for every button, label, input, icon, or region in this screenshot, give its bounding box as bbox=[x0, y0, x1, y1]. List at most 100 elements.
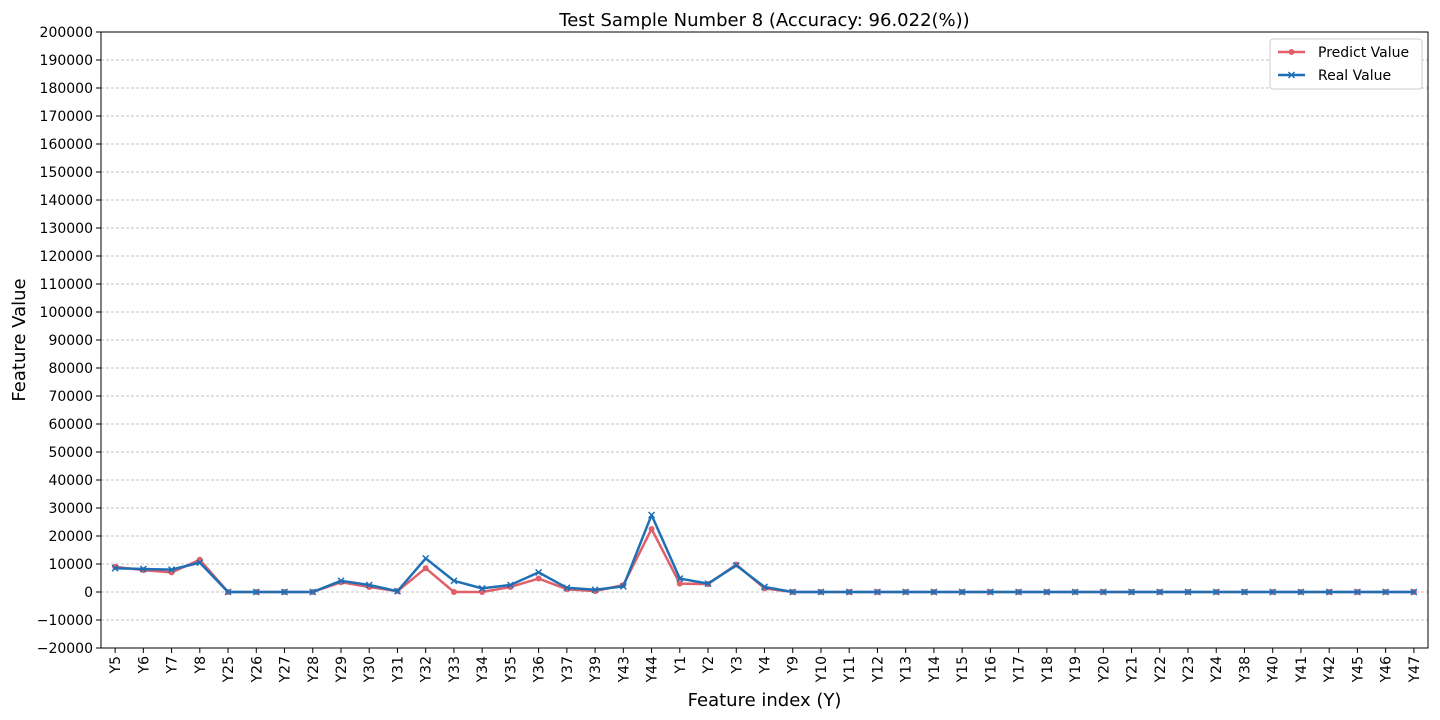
x-tick-label: Y1 bbox=[673, 656, 689, 674]
legend-predict-marker bbox=[1288, 49, 1295, 55]
legend: Predict Value Real Value bbox=[1269, 38, 1423, 90]
data-point bbox=[1269, 588, 1277, 596]
data-point bbox=[422, 565, 429, 572]
data-point bbox=[591, 586, 599, 594]
y-tick-label: 60000 bbox=[48, 417, 93, 433]
x-tick-label: Y12 bbox=[870, 656, 886, 683]
x-tick-label: Y27 bbox=[278, 656, 294, 683]
y-tick-label: 0 bbox=[84, 585, 93, 601]
x-tick-label: Y37 bbox=[560, 656, 576, 683]
data-point bbox=[619, 582, 627, 590]
data-point bbox=[902, 588, 910, 596]
x-tick-label: Y13 bbox=[899, 656, 915, 683]
x-tick-label: Y6 bbox=[136, 656, 152, 675]
x-tick-label: Y20 bbox=[1096, 656, 1112, 683]
legend-box bbox=[1269, 38, 1423, 90]
plot-frame bbox=[100, 31, 1429, 649]
data-point bbox=[168, 566, 176, 574]
data-point bbox=[535, 568, 543, 576]
data-point bbox=[676, 580, 683, 587]
x-tick-label: Y38 bbox=[1237, 656, 1253, 683]
data-point bbox=[648, 526, 655, 532]
x-tick-label: Y10 bbox=[814, 656, 830, 683]
data-point bbox=[506, 581, 514, 589]
data-point bbox=[1410, 588, 1418, 596]
data-point bbox=[1015, 588, 1023, 596]
data-point bbox=[365, 581, 373, 589]
data-point bbox=[422, 554, 430, 562]
data-point bbox=[873, 588, 881, 596]
x-tick-label: Y19 bbox=[1068, 656, 1084, 683]
x-tick-label: Y14 bbox=[927, 656, 943, 683]
x-tick-label: Y7 bbox=[165, 656, 181, 674]
data-point bbox=[1071, 588, 1079, 596]
x-tick-label: Y28 bbox=[306, 656, 322, 683]
x-tick-label: Y15 bbox=[955, 656, 971, 683]
x-tick-label: Y45 bbox=[1350, 656, 1366, 683]
data-point bbox=[986, 588, 994, 596]
data-point bbox=[196, 559, 204, 567]
y-tick-label: 170000 bbox=[40, 109, 93, 125]
data-point bbox=[958, 588, 966, 596]
data-point bbox=[280, 588, 289, 596]
data-point bbox=[535, 575, 542, 582]
x-tick-label: Y17 bbox=[1012, 656, 1028, 683]
data-point bbox=[1184, 588, 1192, 596]
x-axis-title: Feature index (Y) bbox=[688, 690, 842, 711]
series-layer bbox=[111, 511, 1418, 596]
data-point bbox=[1099, 588, 1107, 596]
data-point bbox=[393, 587, 401, 595]
data-point bbox=[1128, 588, 1136, 596]
data-point bbox=[930, 588, 938, 596]
y-axis-ticks: −20000 −10000 0 10000 20000 30000 40000 50000 60… bbox=[37, 25, 101, 657]
x-axis-ticks: Y5 Y6 Y7 Y8 Y25 Y26 Y27 Y28 Y29 Y30 Y31 Y32 Y33 Y34 Y3… bbox=[108, 648, 1423, 683]
x-tick-label: Y31 bbox=[390, 656, 406, 683]
x-tick-label: Y9 bbox=[786, 656, 802, 674]
data-point bbox=[760, 583, 769, 591]
data-point bbox=[450, 589, 457, 595]
x-tick-label: Y16 bbox=[983, 656, 999, 683]
x-tick-label: Y44 bbox=[645, 656, 661, 683]
gridlines bbox=[101, 31, 1428, 649]
y-tick-label: −20000 bbox=[37, 641, 93, 657]
y-tick-label: 30000 bbox=[48, 501, 93, 517]
data-point bbox=[1240, 588, 1249, 596]
x-tick-label: Y29 bbox=[334, 656, 350, 683]
x-tick-label: Y18 bbox=[1040, 656, 1056, 683]
x-tick-label: Y47 bbox=[1407, 656, 1423, 683]
y-tick-label: 160000 bbox=[40, 137, 93, 153]
y-tick-label: 200000 bbox=[40, 25, 93, 41]
x-tick-label: Y26 bbox=[249, 656, 265, 683]
x-tick-label: Y11 bbox=[842, 656, 858, 683]
y-tick-label: 150000 bbox=[40, 165, 93, 181]
data-point bbox=[1212, 588, 1220, 596]
data-point bbox=[817, 588, 825, 596]
legend-real-marker bbox=[1287, 71, 1296, 79]
data-point bbox=[1297, 588, 1305, 596]
legend-predict-label: Predict Value bbox=[1318, 45, 1409, 61]
data-point bbox=[704, 580, 712, 588]
x-tick-label: Y3 bbox=[729, 656, 745, 674]
x-tick-label: Y8 bbox=[193, 656, 209, 674]
data-point bbox=[789, 588, 797, 596]
data-point bbox=[478, 584, 486, 592]
x-tick-label: Y4 bbox=[758, 656, 774, 675]
data-point bbox=[676, 575, 684, 583]
data-point bbox=[1382, 588, 1390, 596]
data-point bbox=[1156, 588, 1164, 596]
y-tick-label: 80000 bbox=[48, 361, 93, 377]
x-tick-label: Y43 bbox=[616, 656, 632, 683]
x-tick-label: Y39 bbox=[588, 656, 604, 683]
data-point bbox=[845, 588, 853, 596]
data-point bbox=[139, 565, 147, 573]
legend-real-label: Real Value bbox=[1318, 68, 1391, 84]
data-point bbox=[337, 577, 345, 585]
data-point bbox=[450, 577, 458, 585]
x-tick-label: Y30 bbox=[362, 656, 378, 683]
y-tick-label: −10000 bbox=[37, 613, 93, 629]
chart-title: Test Sample Number 8 (Accuracy: 96.022(%… bbox=[558, 10, 969, 31]
x-tick-label: Y21 bbox=[1125, 656, 1141, 683]
x-tick-label: Y22 bbox=[1153, 656, 1169, 683]
x-tick-label: Y5 bbox=[108, 656, 124, 674]
y-tick-label: 50000 bbox=[48, 445, 93, 461]
